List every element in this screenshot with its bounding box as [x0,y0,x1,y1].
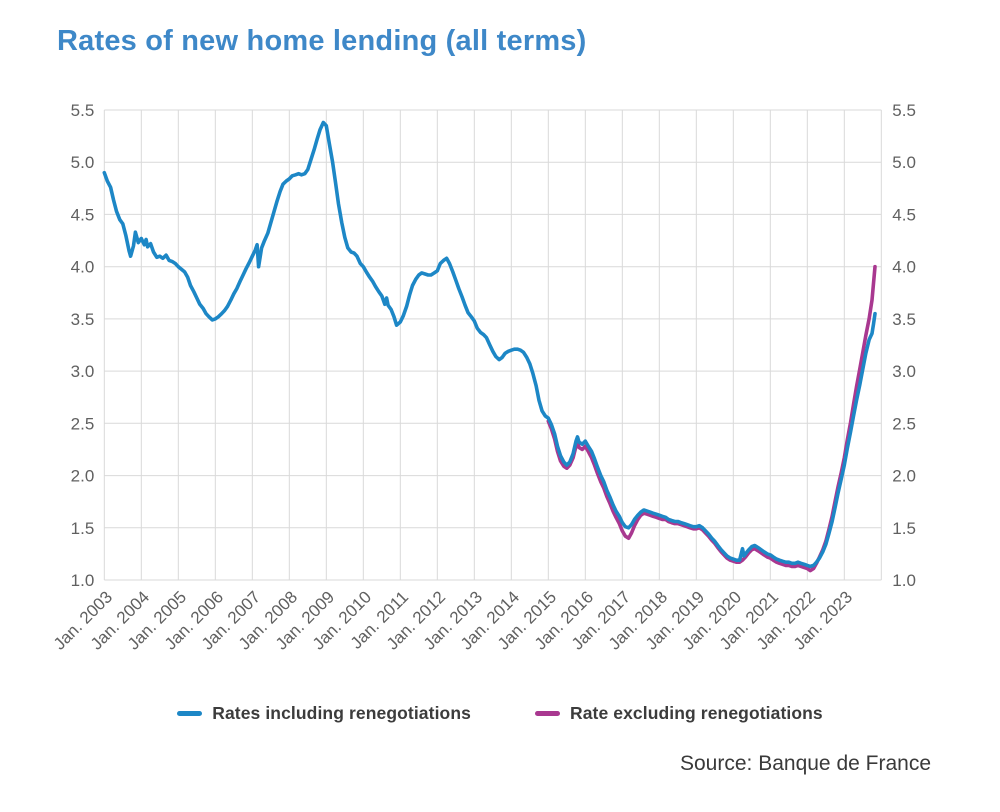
y-axis-label-right: 5.5 [892,101,916,120]
y-axis-label-right: 2.5 [892,414,916,433]
legend-item-excluding: Rate excluding renegotiations [534,703,823,724]
y-axis-label-right: 3.5 [892,310,916,329]
y-axis-label-left: 1.0 [71,571,95,590]
y-axis-label-left: 5.0 [71,153,95,172]
y-axis-label-right: 2.0 [892,467,916,486]
series-line-excluding-renegotiations [546,264,877,573]
chart-legend: Rates including renegotiations Rate excl… [0,703,1000,724]
legend-label-including: Rates including renegotiations [212,703,471,723]
y-axis-label-left: 3.5 [71,310,95,329]
legend-swatch-excluding-icon [534,711,560,716]
y-axis-label-right: 4.5 [892,205,916,224]
legend-swatch-including-icon [177,711,203,716]
y-axis-label-right: 3.0 [892,362,916,381]
y-axis-label-right: 1.5 [892,519,916,538]
y-axis-label-left: 2.0 [71,467,95,486]
y-axis-label-right: 1.0 [892,571,916,590]
legend-label-excluding: Rate excluding renegotiations [569,703,823,723]
y-axis-label-left: 2.5 [71,414,95,433]
y-axis-label-left: 4.0 [71,258,95,277]
y-axis-label-left: 5.5 [71,101,95,120]
y-axis-label-left: 3.0 [71,362,95,381]
chart-title: Rates of new home lending (all terms) [57,25,587,57]
y-axis-label-right: 5.0 [892,153,916,172]
y-axis-label-right: 4.0 [892,258,916,277]
source-caption: Source: Banque de France [680,752,931,775]
chart-svg: 1.0 1.0 1.5 1.5 2.0 2.0 2.5 2.5 3.0 3.0 3.5 3.5 4.0 4… [50,101,916,654]
legend-item-including: Rates including renegotiations [177,703,471,724]
series-line-including-renegotiations [102,120,877,569]
y-axis-label-left: 4.5 [71,205,95,224]
y-axis-label-left: 1.5 [71,519,95,538]
